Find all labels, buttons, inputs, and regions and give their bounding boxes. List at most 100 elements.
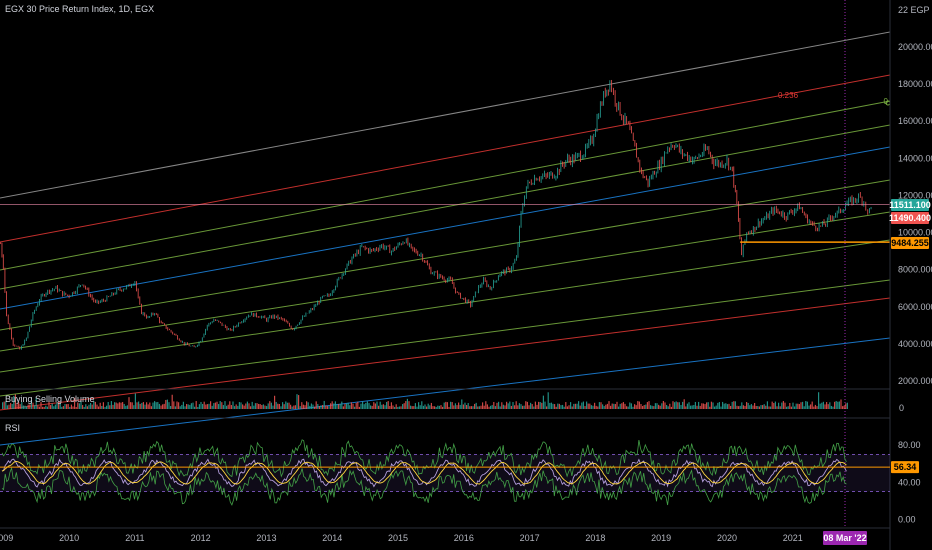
volume-bar — [539, 402, 541, 409]
volume-bar — [730, 405, 732, 409]
volume-bar — [131, 402, 133, 409]
volume-bar — [245, 403, 247, 409]
volume-bar — [573, 403, 575, 409]
volume-bar — [333, 403, 335, 409]
volume-bar — [677, 402, 679, 409]
volume-bar — [470, 406, 472, 409]
volume-bar — [802, 401, 804, 409]
volume-bar — [408, 401, 410, 409]
volume-bar — [182, 401, 184, 409]
volume-bar — [451, 402, 453, 409]
volume-bar — [450, 401, 452, 409]
volume-bar — [240, 402, 242, 409]
volume-bar — [35, 397, 37, 409]
volume-bar — [122, 402, 124, 409]
volume-bar — [48, 401, 50, 409]
volume-bar — [282, 402, 284, 409]
volume-bar — [485, 401, 487, 409]
price-axis[interactable]: 2000.000 4000.000 6000.000 8000.000 10000.00… — [898, 5, 932, 386]
volume-bar — [419, 405, 421, 409]
fib-level-label: 0.236 — [778, 91, 799, 100]
volume-bar — [442, 406, 444, 409]
volume-bar — [584, 406, 586, 409]
time-axis[interactable]: 2009 2010 2011 2012 2013 2014 2015 2016 2017 2018… — [0, 533, 803, 543]
volume-bar — [384, 405, 386, 409]
volume-bar — [309, 405, 311, 409]
volume-bar — [250, 406, 252, 409]
price-axis-tick: 8000.000 — [898, 265, 932, 275]
volume-bar — [642, 406, 644, 409]
volume-bar — [264, 405, 266, 409]
volume-bar — [464, 402, 466, 409]
volume-bar — [299, 406, 301, 409]
volume-bar — [746, 402, 748, 409]
volume-bar — [162, 404, 164, 409]
volume-bar — [762, 405, 764, 409]
volume-bar — [571, 406, 573, 409]
rsi-axis-tick: 40.00 — [898, 477, 921, 487]
volume-bar — [597, 406, 599, 409]
volume-bar — [509, 401, 511, 409]
volume-bar — [469, 406, 471, 409]
volume-bar — [109, 405, 111, 409]
volume-pane — [2, 392, 848, 409]
volume-bar — [112, 404, 114, 409]
volume-bar — [829, 402, 831, 409]
volume-bar — [592, 405, 594, 409]
volume-bar — [704, 404, 706, 409]
volume-bar — [594, 402, 596, 409]
time-axis-tick: 2011 — [125, 533, 144, 543]
volume-bar — [786, 406, 788, 409]
fan-line — [0, 100, 891, 271]
volume-bar — [171, 394, 173, 409]
volume-bar — [760, 405, 762, 409]
volume-bar — [491, 405, 493, 409]
volume-bar — [546, 406, 548, 409]
volume-bar — [5, 401, 7, 409]
volume-bar — [544, 401, 546, 409]
volume-bar — [366, 401, 368, 409]
volume-bar — [34, 405, 36, 409]
volume-axis-label: 0 — [899, 403, 904, 413]
volume-bar — [45, 405, 47, 409]
time-axis-tick: 2014 — [322, 533, 342, 543]
fan-line — [0, 146, 891, 310]
volume-bar — [27, 404, 29, 409]
fan-line — [0, 179, 891, 331]
volume-bar — [522, 405, 524, 409]
volume-bar — [650, 405, 652, 409]
volume-bar — [261, 405, 263, 409]
volume-bar — [227, 404, 229, 409]
volume-bar — [14, 394, 16, 409]
volume-bar — [294, 405, 296, 409]
volume-bar — [274, 395, 276, 409]
rsi-pane: 0.00 40.00 80.00 — [0, 439, 921, 524]
volume-bar — [754, 402, 756, 409]
volume-bar — [701, 403, 703, 409]
volume-bar — [560, 405, 562, 409]
volume-bar — [779, 406, 781, 409]
volume-bar — [778, 402, 780, 409]
rsi-tag-label: 56.34 — [894, 462, 917, 472]
price-tag-label: 9484.255 — [891, 238, 929, 248]
volume-bar — [706, 402, 708, 409]
volume-bar — [338, 404, 340, 409]
volume-bar — [394, 406, 396, 409]
volume-bar — [542, 395, 544, 409]
price-tags: 11511.100 11490.400 9484.255 56.34 08 Mar '2… — [823, 199, 931, 545]
volume-bar — [632, 406, 634, 409]
volume-bar — [574, 403, 576, 409]
rsi-upper-line — [1, 439, 847, 478]
volume-bar — [765, 405, 767, 409]
volume-bar — [138, 401, 140, 409]
volume-bar — [141, 402, 143, 409]
volume-bar — [88, 404, 90, 409]
volume-bar — [288, 402, 290, 409]
volume-bar — [234, 406, 236, 409]
volume-bar — [315, 401, 317, 409]
volume-bar — [106, 405, 108, 409]
volume-bar — [781, 402, 783, 409]
volume-bar — [768, 406, 770, 409]
volume-bar — [714, 406, 716, 409]
volume-bar — [629, 402, 631, 409]
